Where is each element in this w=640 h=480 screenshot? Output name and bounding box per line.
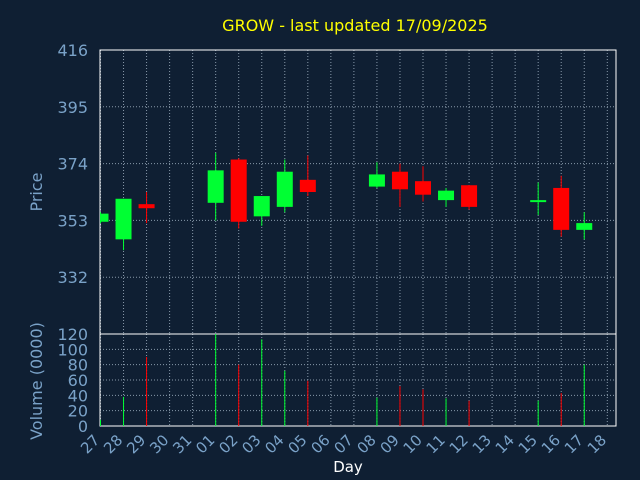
candle-body: [438, 190, 455, 201]
candle-body: [530, 200, 547, 203]
price-tick-label: 374: [57, 155, 88, 174]
volume-tick-label: 60: [68, 371, 88, 390]
candle-body: [138, 204, 155, 209]
volume-tick-label: 0: [78, 417, 88, 436]
price-tick-label: 416: [57, 41, 88, 60]
candle-body: [415, 181, 431, 195]
price-y-ticks: 332 353 374 395 416: [57, 41, 88, 287]
volume-tick-label: 80: [68, 356, 88, 375]
volume-bars: [100, 334, 585, 426]
day-axis-label: Day: [333, 458, 363, 476]
candle-body: [276, 171, 293, 207]
price-panel: 332 353 374 395 416 Price: [27, 41, 617, 335]
candle-body: [230, 159, 247, 222]
price-tick-label: 395: [57, 98, 88, 117]
price-axis-label: Price: [27, 172, 46, 211]
candle-body: [461, 185, 478, 207]
day-axis-ticks: 2728293031010203040506070809101112131415…: [77, 431, 610, 457]
volume-tick-label: 120: [57, 325, 88, 344]
volume-axis-label: Volume (0000): [27, 322, 46, 440]
chart-title: GROW - last updated 17/09/2025: [222, 16, 488, 35]
candle-body: [368, 174, 385, 187]
candle-body: [391, 171, 408, 190]
candle-body: [115, 198, 132, 240]
price-tick-label: 353: [57, 211, 88, 230]
volume-plot-frame: [99, 333, 617, 427]
candles: [100, 152, 593, 251]
candle-body: [100, 213, 109, 222]
candle-body: [299, 179, 316, 192]
candle-body: [207, 170, 224, 203]
candle-body: [576, 223, 593, 230]
volume-grid: [100, 334, 616, 426]
volume-tick-label: 20: [68, 402, 88, 421]
price-tick-label: 332: [57, 268, 88, 287]
volume-tick-label: 100: [57, 340, 88, 359]
volume-tick-label: 40: [68, 386, 88, 405]
candle-body: [253, 196, 270, 217]
day-tick-label: 18: [584, 431, 610, 457]
candle-body: [553, 187, 570, 230]
